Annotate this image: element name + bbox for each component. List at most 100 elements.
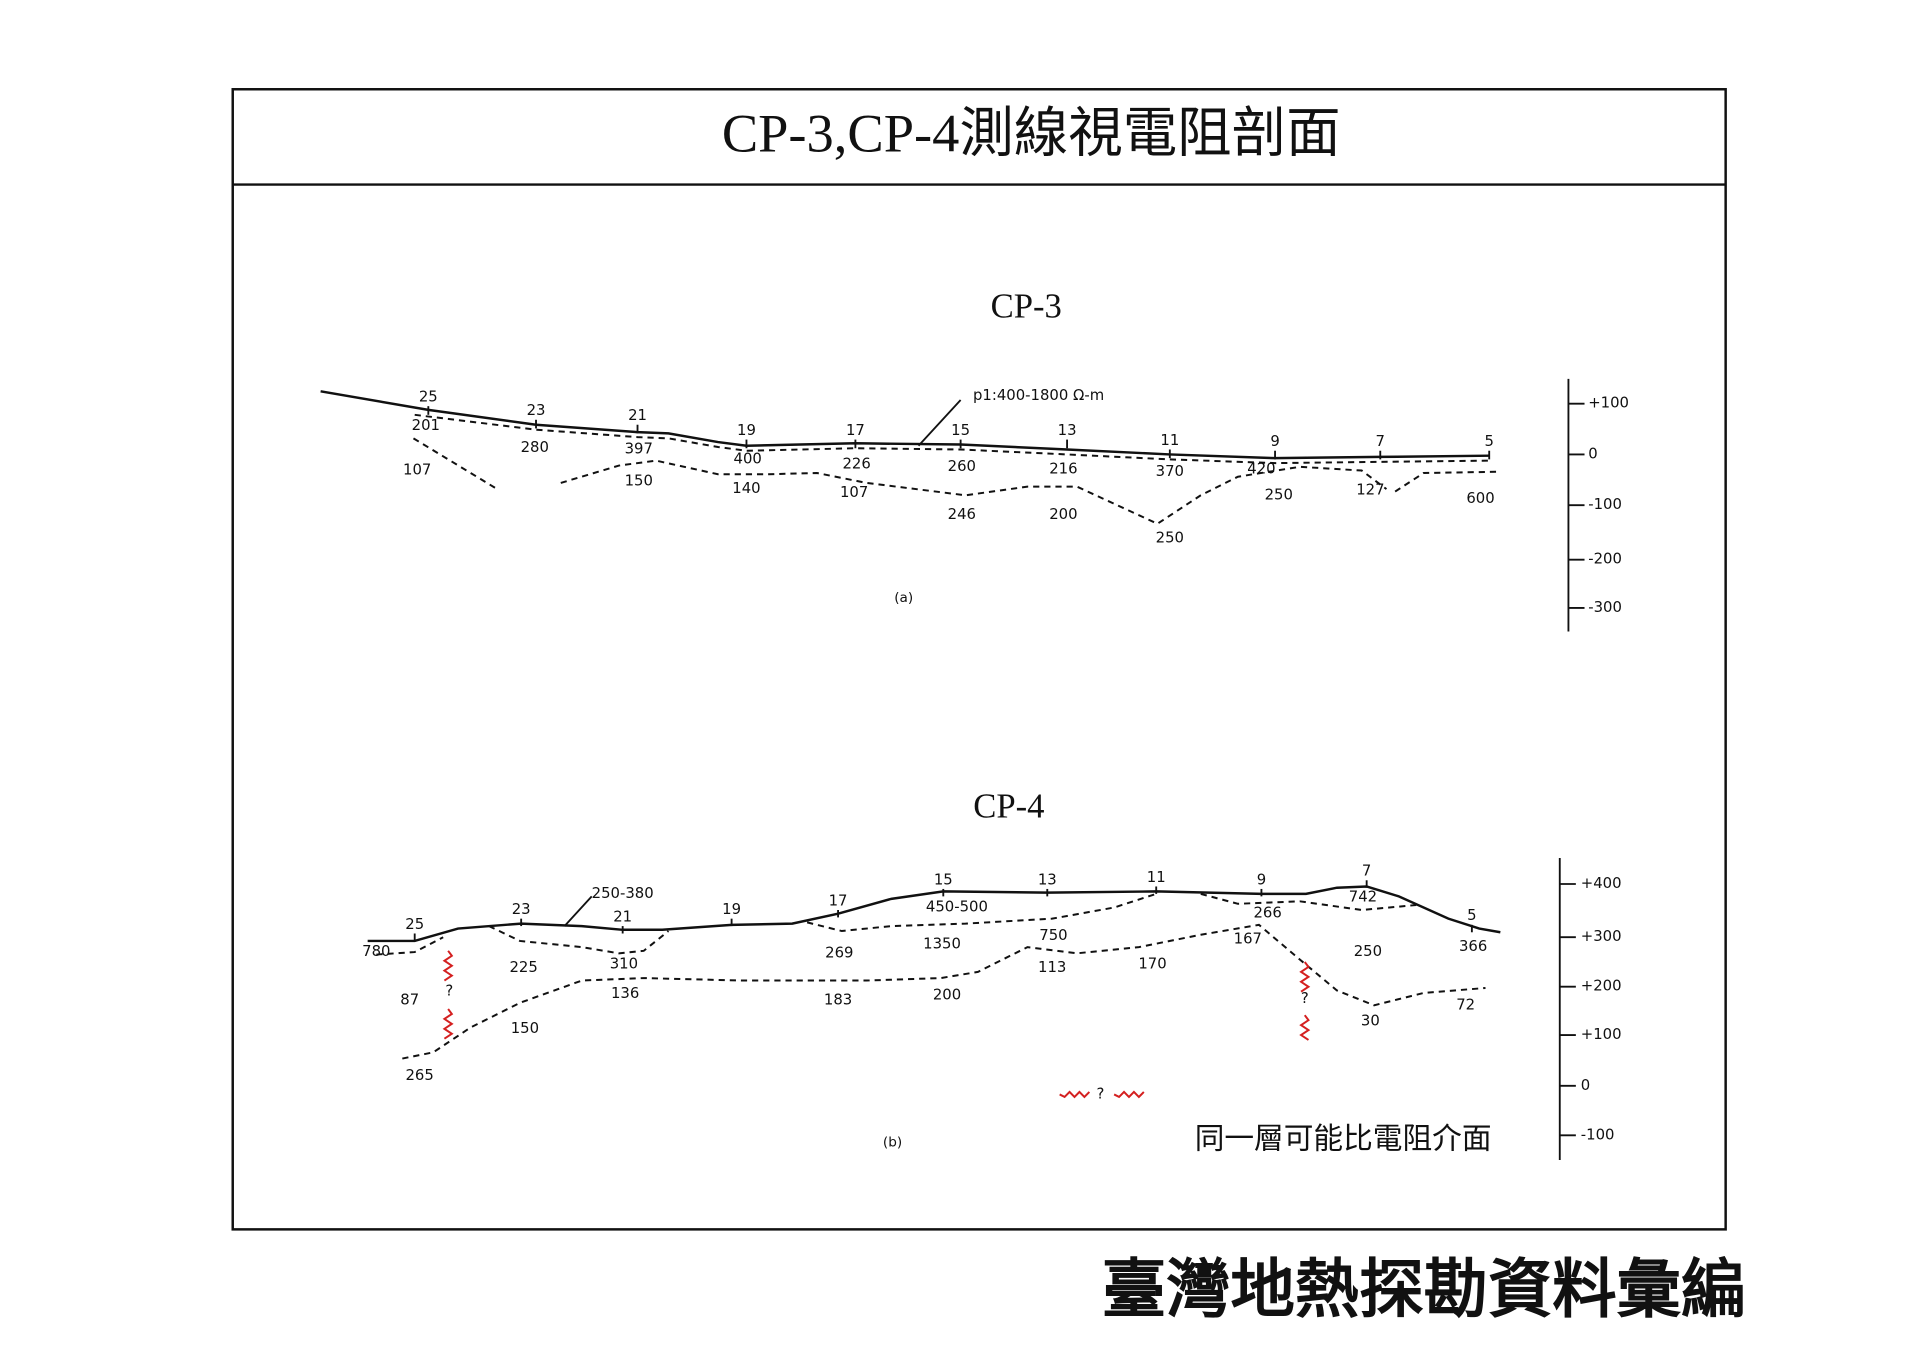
value-label: 167 xyxy=(1234,930,1262,948)
axis-label: -300 xyxy=(1588,598,1622,616)
value-label: 600 xyxy=(1466,489,1494,507)
value-label: 87 xyxy=(400,990,419,1008)
station-label: 23 xyxy=(512,900,531,918)
station-label: 21 xyxy=(628,406,647,424)
value-label: 201 xyxy=(412,416,440,434)
station-label: 19 xyxy=(737,421,756,439)
station-label: 17 xyxy=(846,421,865,439)
value-label: 250 xyxy=(1265,485,1293,503)
value-label: 750 xyxy=(1039,926,1067,944)
interface-mark xyxy=(1299,961,1311,993)
frame xyxy=(231,88,1727,1231)
value-label: 140 xyxy=(732,479,760,497)
station-label: 15 xyxy=(934,870,953,888)
interface-mark xyxy=(1113,1090,1145,1099)
station-label: 13 xyxy=(1058,421,1077,439)
profile-line xyxy=(414,413,1490,465)
station-label: 25 xyxy=(419,387,438,405)
profile-line xyxy=(488,925,670,955)
value-label: 30 xyxy=(1361,1011,1380,1029)
station-label: 21 xyxy=(613,907,632,925)
profile-line xyxy=(1200,892,1417,911)
station-label: 23 xyxy=(527,401,546,419)
value-label: 366 xyxy=(1459,937,1487,955)
profile-line xyxy=(376,936,444,956)
value-label: 265 xyxy=(405,1066,433,1084)
value-label: 250 xyxy=(1156,529,1184,547)
station-label: 9 xyxy=(1257,870,1266,888)
interface-mark xyxy=(442,1008,454,1040)
axis-label: +100 xyxy=(1581,1025,1622,1043)
value-label: 200 xyxy=(933,985,961,1003)
value-label: 266 xyxy=(1253,904,1281,922)
value-label: 420 xyxy=(1247,459,1275,477)
profile-line xyxy=(412,437,496,489)
axis-label: -200 xyxy=(1588,550,1622,568)
value-label: 450-500 xyxy=(926,898,988,916)
value-label: 107 xyxy=(840,483,868,501)
value-label: 183 xyxy=(824,990,852,1008)
footer: 臺灣地熱探勘資料彙編 xyxy=(1102,1252,1746,1327)
cp3-title: CP-3 xyxy=(991,288,1062,326)
axis-label: +100 xyxy=(1588,394,1629,412)
station-label: 11 xyxy=(1160,431,1179,449)
unknown-label: ? xyxy=(1301,989,1309,1007)
axis-label: -100 xyxy=(1588,495,1622,513)
value-label: 72 xyxy=(1456,995,1475,1013)
value-label: 280 xyxy=(521,438,549,456)
axis-label: +300 xyxy=(1581,927,1622,945)
leader xyxy=(563,895,593,927)
value-label: 742 xyxy=(1349,888,1377,906)
caption: (a) xyxy=(894,590,913,606)
interface-mark xyxy=(1299,1014,1311,1041)
value-label: 127 xyxy=(1356,480,1384,498)
unknown-label: ? xyxy=(445,982,453,1000)
value-label: 397 xyxy=(625,439,653,457)
axis-label: -100 xyxy=(1581,1125,1615,1143)
profile-line xyxy=(367,885,1501,943)
value-label: 310 xyxy=(610,954,638,972)
value-label: 246 xyxy=(948,505,976,523)
value-label: 170 xyxy=(1138,954,1166,972)
value-label: 260 xyxy=(948,457,976,475)
station-label: 13 xyxy=(1038,870,1057,888)
station-label: 25 xyxy=(405,915,424,933)
value-label: 150 xyxy=(625,472,653,490)
caption: (b) xyxy=(883,1135,902,1151)
station-label: 5 xyxy=(1467,906,1476,924)
station-label: 11 xyxy=(1147,868,1166,886)
value-label: 200 xyxy=(1049,505,1077,523)
value-label: 250 xyxy=(1354,942,1382,960)
value-label: 1350 xyxy=(923,935,961,953)
station-label: 17 xyxy=(829,891,848,909)
profile-line xyxy=(560,459,1388,525)
axis-label: 0 xyxy=(1581,1076,1590,1094)
unknown-label: ? xyxy=(1097,1084,1105,1102)
value-label: 269 xyxy=(825,943,853,961)
value-label: 216 xyxy=(1049,459,1077,477)
legend: 同一層可能比電阻介面 xyxy=(1195,1122,1492,1157)
value-label: 780 xyxy=(362,942,390,960)
interface-mark xyxy=(1059,1090,1091,1099)
station-label: 5 xyxy=(1484,432,1493,450)
profile-line xyxy=(1394,470,1498,493)
profile-line xyxy=(806,892,1157,933)
cp4-title: CP-4 xyxy=(973,788,1044,826)
station-label: 15 xyxy=(951,421,970,439)
station-label: 19 xyxy=(722,900,741,918)
value-label: 136 xyxy=(611,984,639,1002)
value-label: 150 xyxy=(511,1019,539,1037)
title: CP-3,CP-4測線視電阻剖面 xyxy=(722,102,1341,163)
axis-label: +200 xyxy=(1581,977,1622,995)
profile-line xyxy=(320,390,1490,460)
station-label: 7 xyxy=(1362,862,1371,880)
value-label: 400 xyxy=(734,449,762,467)
value-label: 250-380 xyxy=(592,884,654,902)
station-label: 9 xyxy=(1270,432,1279,450)
axis-label: 0 xyxy=(1588,444,1597,462)
value-label: 225 xyxy=(509,958,537,976)
interface-mark xyxy=(442,950,454,982)
value-label: 113 xyxy=(1038,958,1066,976)
value-label: 370 xyxy=(1156,462,1184,480)
